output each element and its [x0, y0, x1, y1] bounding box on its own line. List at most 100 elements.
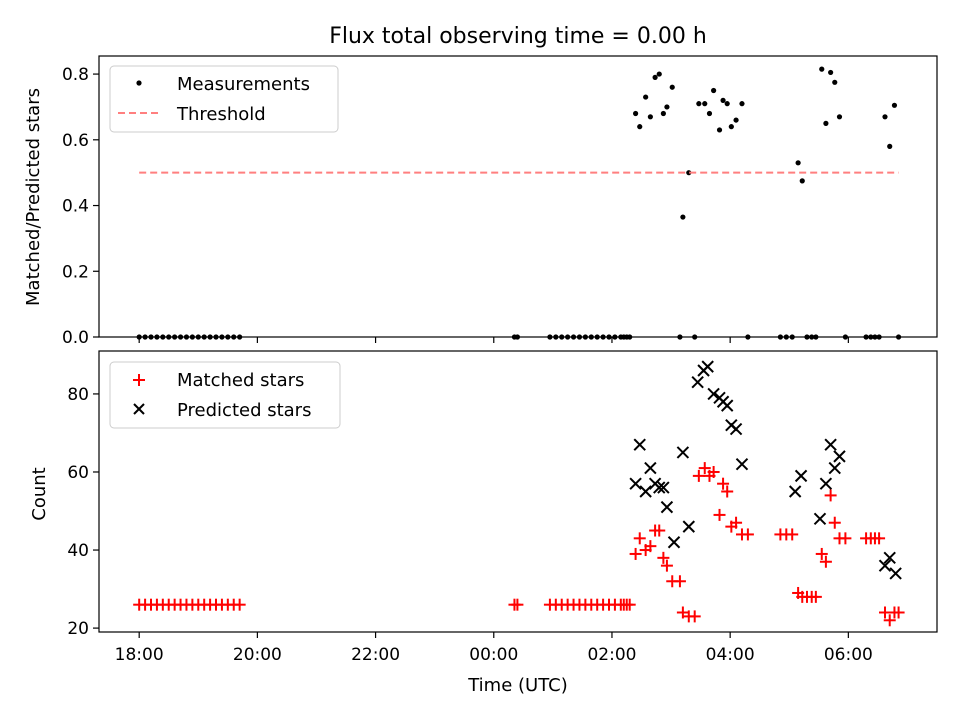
matched-stars-point — [644, 540, 657, 553]
count-panel: 20 40 60 80 18:00 20:00 22:00 00:00 02:00 04:00 0… — [29, 350, 938, 696]
ratio-legend-box — [109, 65, 339, 133]
x-tick-label: 02:00 — [587, 645, 636, 665]
predicted-stars-point — [639, 485, 652, 498]
measurements-point — [739, 101, 745, 107]
measurements-point — [680, 214, 686, 220]
matched-legend-label: Matched stars — [177, 370, 304, 391]
ratio-x-ticks — [138, 337, 849, 343]
matched-stars-point — [815, 547, 828, 560]
matched-stars-point — [883, 614, 896, 627]
measurements-point — [669, 84, 675, 90]
matched-stars-point — [688, 610, 701, 623]
measurements-point — [647, 114, 653, 120]
matched-stars-point — [633, 532, 646, 545]
predicted-stars-point — [813, 512, 827, 526]
predicted-stars-point — [889, 567, 902, 580]
x-tick-label: 04:00 — [706, 645, 755, 665]
measurements-point — [686, 170, 692, 176]
matched-stars-point — [873, 532, 886, 545]
predicted-legend-marker — [133, 403, 145, 415]
count-legend: Matched stars Predicted stars — [109, 361, 341, 429]
measurements-point — [819, 66, 825, 72]
measurements-legend-marker — [136, 80, 142, 86]
matched-stars-point — [657, 551, 670, 564]
measurements-point — [728, 124, 734, 130]
matched-legend-marker — [133, 374, 145, 386]
ratio-y-tick-label: 0.6 — [62, 131, 89, 151]
measurements-point — [702, 101, 708, 107]
predicted-stars-point — [720, 399, 734, 412]
predicted-stars-point — [788, 485, 802, 498]
count-y-axis-label: Count — [29, 467, 50, 520]
matched-stars-point — [629, 547, 642, 560]
measurements-point — [832, 79, 838, 85]
measurements-point — [828, 69, 834, 76]
measurements-point — [637, 124, 643, 130]
measurements-point — [724, 101, 730, 107]
matched-stars-point — [623, 598, 636, 611]
measurements-point — [836, 114, 843, 120]
ratio-y-tick-label: 0.2 — [62, 262, 89, 282]
predicted-stars-point — [633, 438, 646, 451]
x-tick-label: 20:00 — [233, 645, 282, 665]
measurements-point — [795, 160, 801, 166]
x-tick-label: 22:00 — [351, 645, 400, 665]
matched-stars-point — [786, 528, 799, 541]
ratio-panel: 0.00.20.40.60.8 Matched/Predicted stars … — [23, 55, 938, 348]
measurements-point — [882, 114, 888, 120]
predicted-stars-point — [701, 360, 714, 373]
count-y-tick-label: 60 — [67, 463, 89, 483]
predicted-stars-point — [629, 477, 642, 490]
measurements-point — [799, 178, 805, 184]
measurements-point — [720, 97, 726, 103]
ratio-y-axis-label: Matched/Predicted stars — [23, 88, 44, 306]
ratio-y-tick-label: 0.0 — [62, 328, 89, 348]
predicted-stars-point — [660, 500, 674, 514]
ratio-legend: Measurements Threshold — [109, 65, 339, 133]
predicted-stars-point — [819, 477, 833, 490]
predicted-stars-point — [682, 520, 695, 533]
predicted-stars-point — [644, 461, 657, 475]
matched-stars-point — [692, 469, 705, 482]
matched-stars-point — [730, 516, 743, 529]
x-tick-label: 18:00 — [115, 645, 164, 665]
measurements-point — [733, 117, 739, 123]
predicted-stars-point — [794, 469, 808, 483]
matched-stars-point — [673, 575, 686, 588]
matched-stars-point — [717, 477, 730, 490]
count-y-tick-label: 20 — [67, 619, 89, 639]
predicted-legend-label: Predicted stars — [177, 400, 311, 421]
matched-stars-point — [698, 462, 711, 475]
x-axis-label: Time (UTC) — [467, 675, 568, 696]
matched-stars-point — [824, 489, 837, 502]
predicted-stars-point — [657, 481, 670, 494]
measurements-point — [652, 74, 658, 80]
measurements-point — [664, 104, 670, 110]
x-tick-label: 06:00 — [824, 645, 873, 665]
matched-stars-point — [809, 590, 822, 603]
predicted-stars-point — [691, 376, 704, 389]
measurements-point — [823, 120, 829, 126]
ratio-y-tick-label: 0.8 — [62, 65, 89, 85]
matched-stars-point — [653, 524, 666, 537]
matched-stars-point — [721, 485, 734, 498]
measurements-point — [660, 110, 666, 117]
measurements-point — [696, 101, 702, 107]
predicted-stars-point — [707, 387, 720, 401]
measurements-point — [711, 87, 717, 94]
matched-stars-point — [660, 559, 673, 572]
predicted-stars-point — [653, 481, 666, 494]
ratio-data-layer — [136, 66, 902, 340]
chart-title: Flux total observing time = 0.00 h — [329, 24, 707, 49]
matched-stars-point — [511, 598, 524, 611]
count-x-ticks: 18:00 20:00 22:00 00:00 02:00 04:00 06:00 — [115, 632, 873, 665]
measurements-point — [656, 71, 662, 77]
measurements-point — [891, 102, 898, 108]
predicted-stars-point — [878, 559, 892, 572]
count-axes-frame — [98, 350, 938, 633]
count-legend-box — [109, 361, 341, 429]
predicted-stars-point — [828, 461, 841, 475]
measurements-point — [643, 94, 649, 100]
count-y-tick-label: 40 — [67, 541, 89, 561]
